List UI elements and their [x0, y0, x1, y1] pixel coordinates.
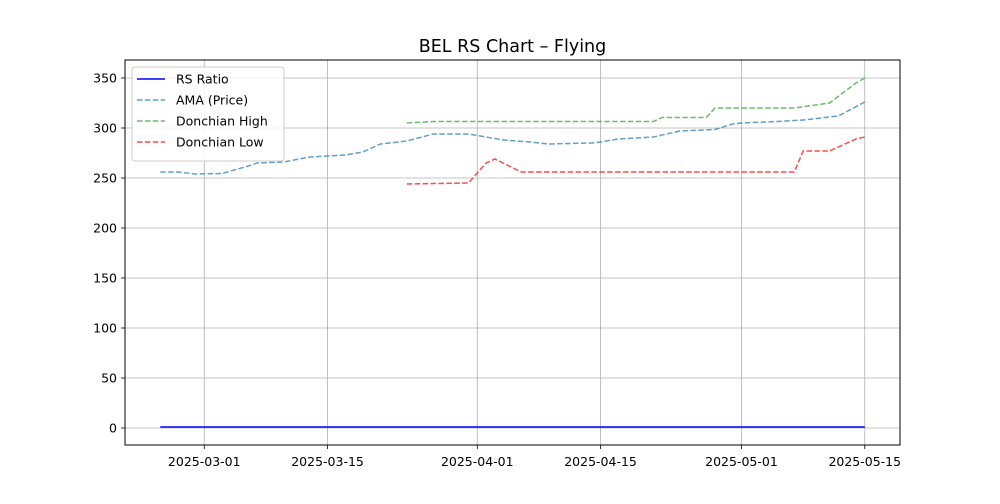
legend: RS Ratio AMA (Price) Donchian High Donchian…: [131, 66, 285, 162]
legend-label: Donchian Low: [176, 135, 264, 150]
x-tick-label: 2025-03-15: [291, 454, 364, 469]
y-tick-label: 300: [93, 121, 117, 136]
y-tick-label: 200: [93, 221, 117, 236]
y-tick-label: 350: [93, 71, 117, 86]
chart-title: BEL RS Chart – Flying: [419, 37, 607, 57]
x-tick-label: 2025-04-01: [441, 454, 514, 469]
plot-frame: [124, 59, 901, 446]
series-line-donchian-high: [406, 77, 866, 124]
y-tick-label: 0: [109, 421, 117, 436]
y-tick-label: 250: [93, 171, 117, 186]
series-line-donchian-low: [406, 136, 865, 185]
series-line-ama-price: [160, 101, 866, 175]
grid-lines: [125, 60, 900, 445]
series-lines: [160, 77, 866, 428]
legend-label: RS Ratio: [176, 72, 229, 87]
legend-label: AMA (Price): [176, 93, 248, 108]
axes: 2025-03-01 2025-03-15 2025-04-01 2025-04-15…: [93, 71, 901, 470]
y-tick-label: 150: [93, 271, 117, 286]
x-tick-label: 2025-04-15: [564, 454, 637, 469]
legend-label: Donchian High: [176, 114, 268, 129]
y-tick-label: 50: [101, 371, 117, 386]
x-tick-label: 2025-05-15: [828, 454, 901, 469]
x-tick-label: 2025-03-01: [168, 454, 241, 469]
legend-box: [131, 66, 285, 162]
y-tick-label: 100: [93, 321, 117, 336]
x-tick-label: 2025-05-01: [705, 454, 778, 469]
